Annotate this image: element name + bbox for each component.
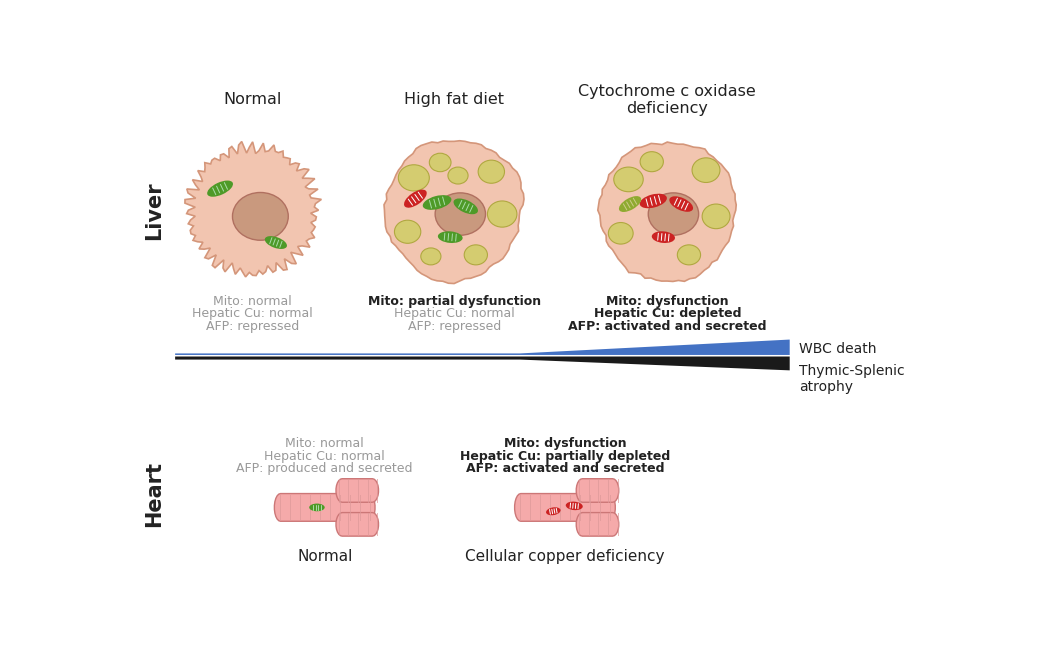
Text: Mito: normal: Mito: normal <box>285 437 364 450</box>
Ellipse shape <box>448 167 469 184</box>
Text: AFP: produced and secreted: AFP: produced and secreted <box>236 462 413 475</box>
Polygon shape <box>175 356 790 371</box>
Ellipse shape <box>488 201 517 227</box>
Ellipse shape <box>438 231 462 243</box>
Text: High fat diet: High fat diet <box>404 91 505 107</box>
Ellipse shape <box>669 196 693 212</box>
Ellipse shape <box>692 158 720 183</box>
Text: Cellular copper deficiency: Cellular copper deficiency <box>465 549 665 564</box>
Ellipse shape <box>421 248 441 265</box>
Polygon shape <box>175 340 790 355</box>
Ellipse shape <box>702 204 730 229</box>
Ellipse shape <box>394 220 421 243</box>
Ellipse shape <box>652 231 675 243</box>
Text: WBC death: WBC death <box>799 341 877 356</box>
Ellipse shape <box>619 196 641 212</box>
Ellipse shape <box>404 190 427 208</box>
Text: AFP: activated and secreted: AFP: activated and secreted <box>568 319 766 332</box>
Ellipse shape <box>207 181 233 197</box>
Polygon shape <box>184 141 321 277</box>
Text: Cytochrome c oxidase
deficiency: Cytochrome c oxidase deficiency <box>579 84 756 117</box>
Ellipse shape <box>423 195 452 210</box>
Ellipse shape <box>608 222 633 244</box>
Text: Thymic-Splenic
atrophy: Thymic-Splenic atrophy <box>799 364 904 395</box>
Ellipse shape <box>640 152 664 172</box>
Ellipse shape <box>546 507 561 515</box>
Ellipse shape <box>436 193 485 235</box>
Text: Hepatic Cu: depleted: Hepatic Cu: depleted <box>594 307 741 320</box>
Ellipse shape <box>649 193 699 235</box>
Text: Hepatic Cu: normal: Hepatic Cu: normal <box>393 307 514 320</box>
Polygon shape <box>515 494 615 521</box>
Text: Heart: Heart <box>144 461 164 527</box>
Text: AFP: activated and secreted: AFP: activated and secreted <box>465 462 665 475</box>
Ellipse shape <box>464 245 488 265</box>
Text: Mito: normal: Mito: normal <box>213 295 292 308</box>
Ellipse shape <box>399 165 429 191</box>
Text: Hepatic Cu: normal: Hepatic Cu: normal <box>192 307 313 320</box>
Polygon shape <box>598 142 737 281</box>
Text: Hepatic Cu: normal: Hepatic Cu: normal <box>264 450 385 463</box>
Ellipse shape <box>566 502 583 510</box>
Text: Hepatic Cu: partially depleted: Hepatic Cu: partially depleted <box>460 450 670 463</box>
Polygon shape <box>577 513 619 536</box>
Ellipse shape <box>640 194 667 208</box>
Text: Mito: dysfunction: Mito: dysfunction <box>606 295 728 308</box>
Text: Normal: Normal <box>297 549 352 564</box>
Text: Normal: Normal <box>224 91 282 107</box>
Polygon shape <box>577 479 619 502</box>
Text: AFP: repressed: AFP: repressed <box>407 319 500 332</box>
Ellipse shape <box>232 192 288 240</box>
Ellipse shape <box>265 236 287 249</box>
Ellipse shape <box>454 198 478 214</box>
Text: AFP: repressed: AFP: repressed <box>206 319 299 332</box>
Text: Mito: dysfunction: Mito: dysfunction <box>504 437 626 450</box>
Ellipse shape <box>429 153 450 172</box>
Ellipse shape <box>677 245 701 265</box>
Ellipse shape <box>478 160 505 183</box>
Text: Liver: Liver <box>144 181 164 240</box>
Polygon shape <box>336 479 378 502</box>
Polygon shape <box>384 141 524 284</box>
Ellipse shape <box>310 503 324 511</box>
Polygon shape <box>275 494 375 521</box>
Ellipse shape <box>614 167 643 192</box>
Text: Mito: partial dysfunction: Mito: partial dysfunction <box>368 295 541 308</box>
Polygon shape <box>336 513 378 536</box>
